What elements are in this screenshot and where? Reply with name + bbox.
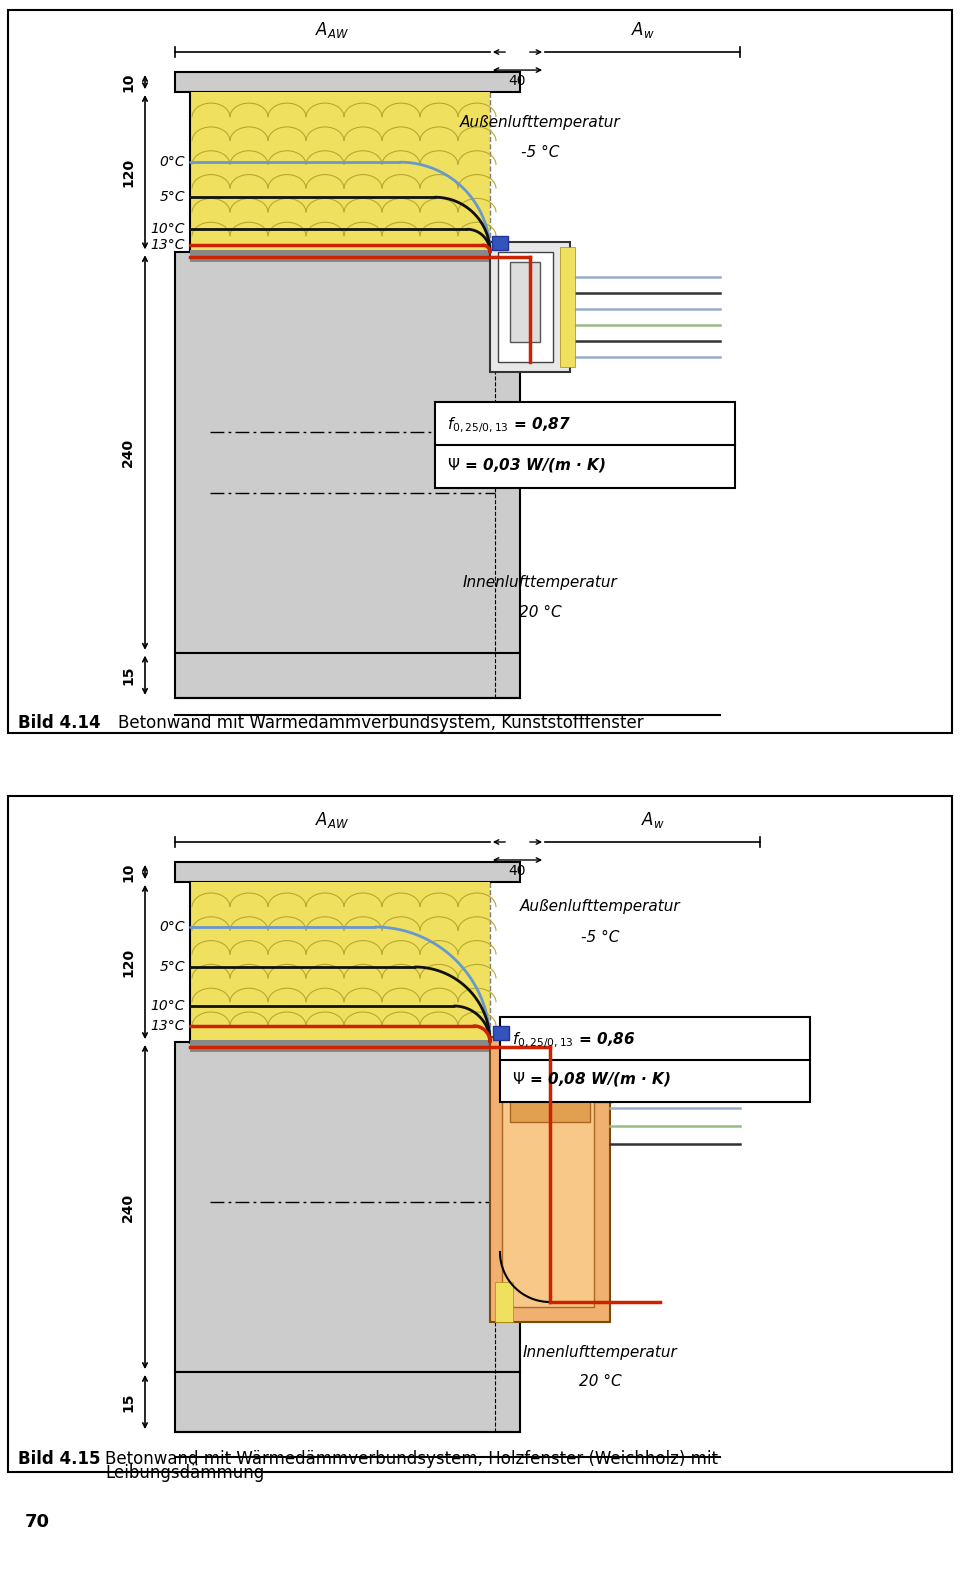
- Bar: [175, 1042, 520, 1372]
- Text: $f_{0,25/0,13}$ = 0,87: $f_{0,25/0,13}$ = 0,87: [447, 415, 571, 435]
- Text: Innenlufttemperatur: Innenlufttemperatur: [522, 1344, 678, 1360]
- Text: -5 °C: -5 °C: [521, 145, 559, 160]
- Text: 120: 120: [121, 157, 135, 187]
- Text: 13°C: 13°C: [151, 239, 185, 252]
- Text: $\Psi$ = 0,03 W/(m · K): $\Psi$ = 0,03 W/(m · K): [447, 456, 607, 473]
- Bar: [175, 72, 520, 93]
- Text: 5°C: 5°C: [159, 190, 185, 204]
- Bar: [498, 252, 553, 363]
- Bar: [595, 1052, 613, 1102]
- Text: Außenlufttemperatur: Außenlufttemperatur: [460, 115, 620, 129]
- Bar: [175, 1372, 520, 1432]
- Text: $A_{AW}$: $A_{AW}$: [316, 20, 349, 39]
- Text: 10°C: 10°C: [151, 222, 185, 236]
- Text: $A_w$: $A_w$: [640, 810, 664, 830]
- Text: $A_w$: $A_w$: [631, 20, 655, 39]
- Text: 10: 10: [121, 863, 135, 882]
- Bar: [190, 250, 520, 263]
- Text: Bild 4.14: Bild 4.14: [18, 714, 101, 733]
- Text: 40: 40: [509, 865, 526, 879]
- Text: Leibungsdämmung: Leibungsdämmung: [105, 1464, 264, 1482]
- Text: 120: 120: [121, 948, 135, 976]
- Text: 100: 100: [518, 1170, 532, 1199]
- Bar: [560, 247, 575, 368]
- Bar: [490, 242, 570, 373]
- Text: Außenlufttemperatur: Außenlufttemperatur: [519, 899, 681, 915]
- Bar: [8, 795, 952, 1471]
- Text: 13°C: 13°C: [151, 1019, 185, 1033]
- Text: 0°C: 0°C: [159, 156, 185, 170]
- Bar: [510, 1067, 590, 1122]
- Text: Innenlufttemperatur: Innenlufttemperatur: [463, 575, 617, 590]
- Bar: [493, 1027, 509, 1041]
- Bar: [190, 1041, 540, 1052]
- Text: 240: 240: [121, 1193, 135, 1221]
- Text: 10: 10: [121, 72, 135, 91]
- Text: 15: 15: [121, 665, 135, 685]
- Bar: [490, 1038, 610, 1322]
- Text: 70: 70: [25, 1512, 50, 1531]
- Text: $A_{AW}$: $A_{AW}$: [316, 810, 349, 830]
- Text: 10°C: 10°C: [151, 998, 185, 1012]
- Text: 0°C: 0°C: [159, 920, 185, 934]
- Text: 240: 240: [121, 439, 135, 467]
- Bar: [175, 252, 520, 652]
- Bar: [175, 652, 520, 698]
- Text: -5 °C: -5 °C: [581, 929, 619, 945]
- Bar: [175, 861, 520, 882]
- Text: 40: 40: [509, 74, 526, 88]
- Text: $\Psi$ = 0,08 W/(m · K): $\Psi$ = 0,08 W/(m · K): [512, 1071, 671, 1088]
- Bar: [190, 93, 490, 252]
- Text: $f_{0,25/0,13}$ = 0,86: $f_{0,25/0,13}$ = 0,86: [512, 1030, 636, 1050]
- Text: 5°C: 5°C: [159, 960, 185, 975]
- Bar: [500, 1017, 810, 1102]
- Text: Betonwand mit Wärmedämmverbundsystem, Kunststofffenster: Betonwand mit Wärmedämmverbundsystem, Ku…: [118, 714, 643, 733]
- Text: 20 °C: 20 °C: [579, 1374, 621, 1390]
- Text: 20 °C: 20 °C: [518, 605, 562, 621]
- Bar: [492, 236, 508, 250]
- Bar: [502, 1072, 594, 1306]
- Text: 15: 15: [121, 1393, 135, 1412]
- Text: Bild 4.15: Bild 4.15: [18, 1449, 101, 1468]
- Bar: [510, 263, 540, 343]
- Text: Betonwand mit Wärmedämmverbundsystem, Holzfenster (Weichholz) mit: Betonwand mit Wärmedämmverbundsystem, Ho…: [105, 1449, 718, 1468]
- Bar: [435, 402, 735, 487]
- Bar: [495, 1283, 513, 1322]
- Bar: [190, 882, 490, 1042]
